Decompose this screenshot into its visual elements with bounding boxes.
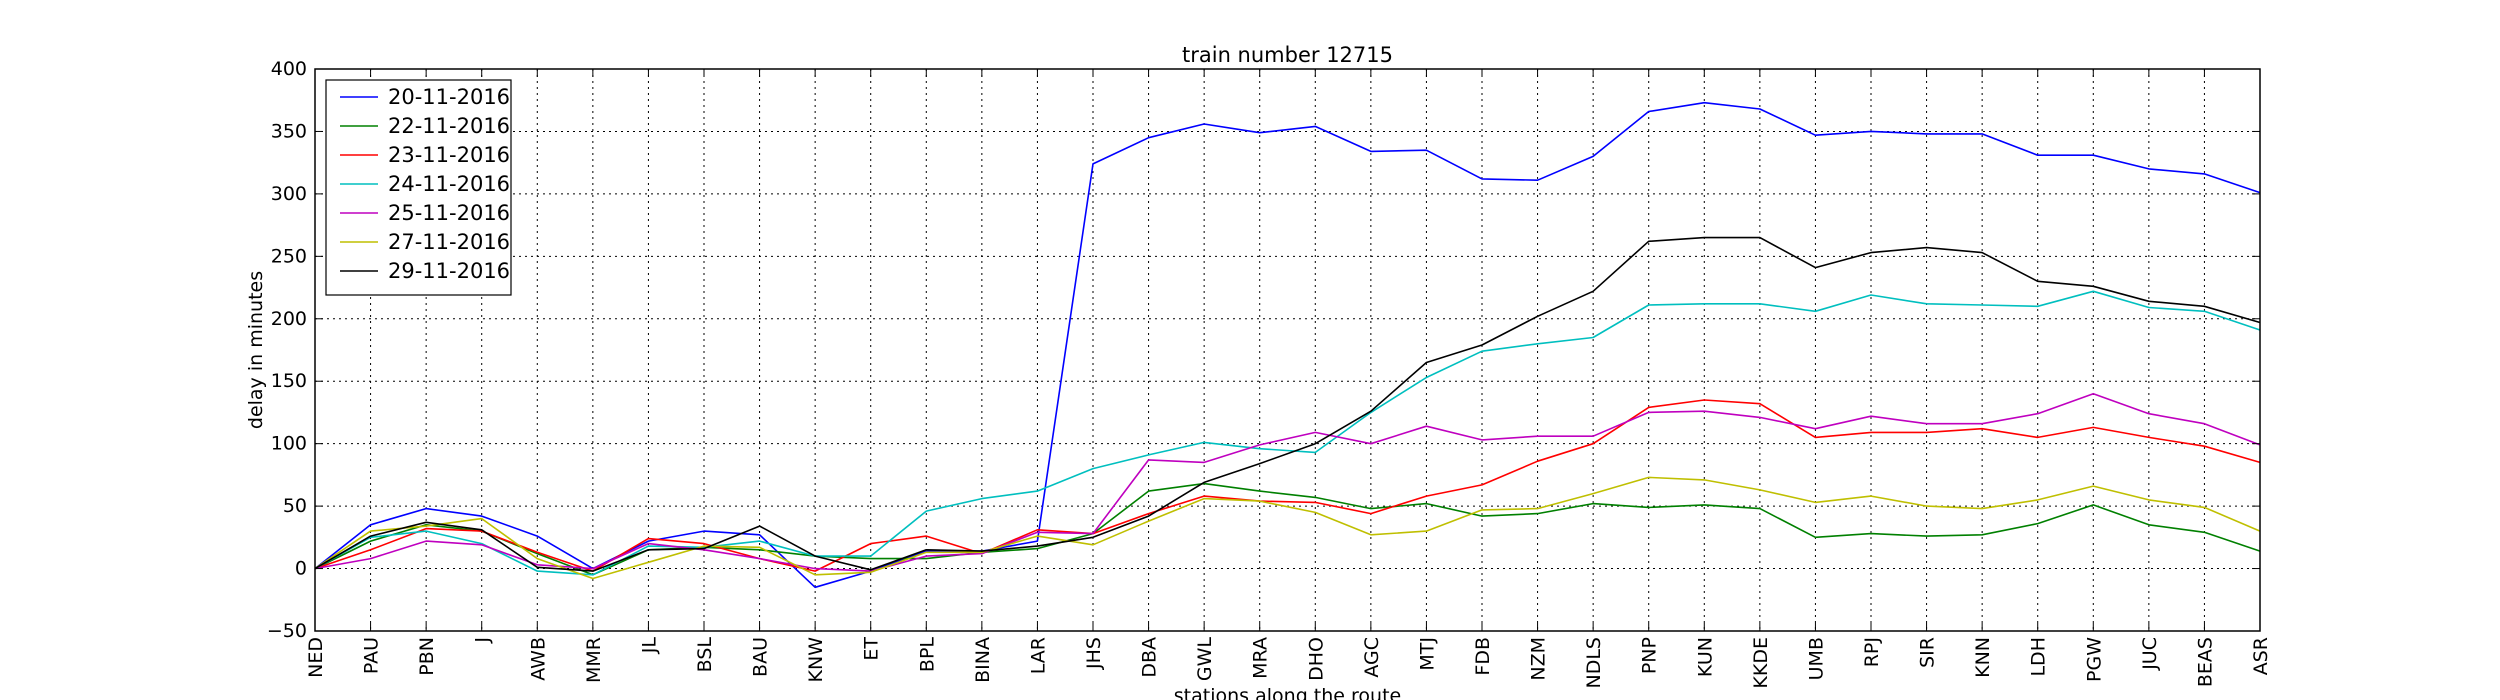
x-tick-label: ET [861,637,883,661]
y-tick-label: −50 [267,620,307,642]
legend: 20-11-2016 22-11-2016 23-11-2016 24-11-2016… [325,79,512,296]
chart-title: train number 12715 [1182,43,1393,67]
x-tick-label: ASR [2250,637,2272,675]
x-tick-label: AWB [527,637,549,681]
x-tick-label: NED [305,637,327,678]
x-tick-label: JUC [2139,637,2161,671]
x-tick-label: MMR [583,637,605,683]
x-tick-label: SIR [1917,637,1939,668]
x-tick-label: JL [638,637,660,655]
x-tick-label: NDLS [1583,637,1605,689]
x-tick-label: MRA [1250,637,1272,679]
y-tick-label: 50 [283,495,307,517]
y-axis-label: delay in minutes [245,271,267,429]
axis-ticks: −50 0 50 100 150 200 250 300 350 400 NED PAU PBN J AWB… [267,58,2272,689]
series-line [314,236,2261,572]
legend-label: 20-11-2016 [388,85,510,109]
x-tick-label: PAU [361,637,383,674]
x-tick-label: PNP [1639,637,1661,674]
x-tick-label: GWL [1194,637,1216,682]
x-tick-label: BAU [750,637,772,677]
x-tick-label: JHS [1083,637,1105,670]
y-tick-label: 150 [271,370,307,392]
x-tick-label: RPJ [1861,637,1883,667]
x-tick-label: BINA [972,637,994,683]
y-tick-label: 100 [271,433,307,455]
x-tick-label: BSL [694,637,716,673]
x-tick-label: LDH [2028,637,2050,677]
x-tick-label: AGC [1361,637,1383,678]
legend-label: 25-11-2016 [388,201,510,225]
x-tick-label: PBN [416,637,438,676]
x-axis-label: stations along the route [1174,685,1401,700]
legend-box [325,79,512,296]
x-tick-label: KNN [1972,637,1994,678]
series-line [314,399,2261,572]
legend-label: 29-11-2016 [388,259,510,283]
legend-label: 22-11-2016 [388,114,510,138]
x-tick-label: FDB [1472,637,1494,676]
x-tick-label: DBA [1139,637,1161,678]
x-tick-label: BEAS [2194,637,2216,687]
y-tick-label: 200 [271,308,307,330]
plot-frame [314,68,2261,632]
x-tick-label: DHO [1305,637,1327,681]
x-tick-label: J [472,637,494,644]
x-tick-label: LAR [1027,637,1049,674]
legend-label: 27-11-2016 [388,230,510,254]
series-line [314,476,2261,580]
series-line [314,392,2261,572]
x-tick-label: UMB [1805,637,1827,680]
series-line [314,290,2261,576]
x-tick-label: KNW [805,637,827,683]
y-tick-label: 400 [271,58,307,80]
series-line [314,101,2261,589]
legend-label: 24-11-2016 [388,172,510,196]
x-tick-label: KUN [1694,637,1716,677]
x-tick-label: KKDE [1750,637,1772,689]
x-tick-label: MTJ [1416,637,1438,671]
y-tick-label: 0 [295,558,307,580]
y-tick-label: 250 [271,245,307,267]
x-tick-label: NZM [1528,637,1550,681]
x-tick-label: PGW [2083,637,2105,682]
series-lines [314,101,2261,589]
x-tick-label: BPL [916,637,938,672]
y-tick-label: 350 [271,120,307,142]
y-tick-label: 300 [271,183,307,205]
legend-label: 23-11-2016 [388,143,510,167]
